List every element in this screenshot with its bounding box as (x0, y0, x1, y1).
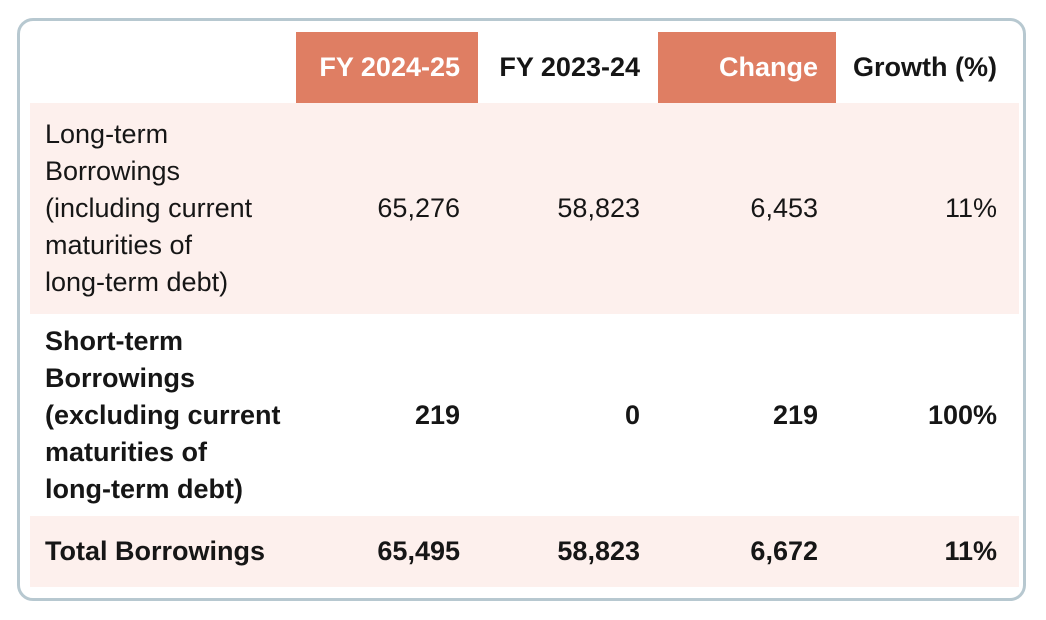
row-label: Total Borrowings (30, 516, 296, 587)
cell-fy-2024-25: 219 (414, 399, 460, 430)
cell-change: 6,453 (658, 103, 836, 314)
cell-fy-2024-25: 65,276 (296, 103, 478, 314)
header-change: Change (658, 32, 836, 103)
table-row-total-borrowings: Total Borrowings 65,495 58,823 6,672 11% (30, 516, 1019, 587)
cell-growth: 11% (836, 103, 1019, 314)
header-fy-2023-24: FY 2023-24 (499, 51, 640, 82)
header-empty-cell (30, 32, 296, 103)
header-growth-pct: Growth (%) (853, 51, 997, 82)
cell-change: 219 (772, 399, 818, 430)
header-fy-2024-25: FY 2024-25 (296, 32, 478, 103)
table-row-long-term-borrowings: Long-term Borrowings (including current … (30, 103, 1019, 314)
cell-fy-2023-24: 58,823 (478, 103, 658, 314)
row-label: Short-term Borrowings (excluding current… (45, 325, 281, 504)
cell-fy-2024-25: 65,495 (296, 516, 478, 587)
borrowings-table: FY 2024-25 FY 2023-24 Change Growth (%) … (30, 32, 1019, 587)
cell-growth: 100% (927, 399, 997, 430)
cell-fy-2023-24: 58,823 (478, 516, 658, 587)
borrowings-summary-card: FY 2024-25 FY 2023-24 Change Growth (%) … (17, 18, 1026, 601)
cell-growth: 11% (836, 516, 1019, 587)
cell-change: 6,672 (658, 516, 836, 587)
row-label: Long-term Borrowings (including current … (30, 103, 296, 314)
cell-fy-2023-24: 0 (624, 399, 640, 430)
header-row: FY 2024-25 FY 2023-24 Change Growth (%) (30, 32, 1019, 103)
table-row-short-term-borrowings: Short-term Borrowings (excluding current… (30, 314, 1019, 516)
